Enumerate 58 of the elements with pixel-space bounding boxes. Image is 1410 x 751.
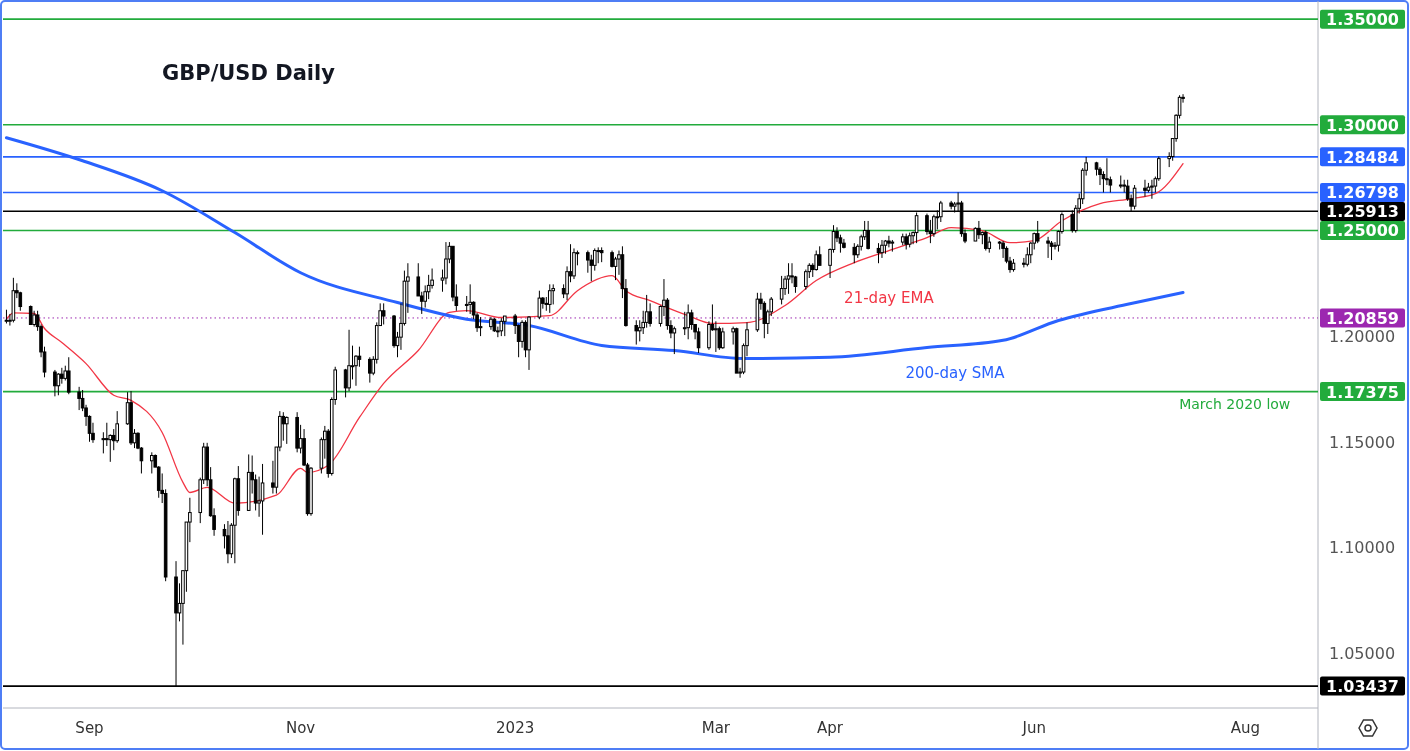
candlestick (866, 220, 870, 250)
text: GBP/USD Daily (162, 61, 336, 85)
candlestick (56, 372, 61, 396)
candlestick (589, 254, 594, 282)
y-tick-label: 1.05000 (1328, 644, 1396, 664)
x-tick-label: Mar (701, 719, 731, 737)
candlestick (696, 327, 701, 354)
candlestick (347, 329, 351, 392)
candlestick (720, 327, 725, 350)
y-tick-label: 1.20000 (1328, 327, 1396, 347)
series-label: 200-day SMA (905, 363, 1006, 382)
ref-line-label: 1.20859 (1326, 308, 1399, 328)
ref-line-label: 1.25000 (1326, 221, 1399, 241)
x-tick-label: Aug (1230, 719, 1260, 737)
x-tick-label: Apr (817, 719, 844, 737)
ref-line-label: 1.26798 (1326, 183, 1399, 203)
candlestick (714, 320, 718, 353)
y-tick-label: 1.10000 (1328, 538, 1396, 558)
candlestick (1035, 220, 1040, 244)
candlestick (105, 422, 109, 447)
candlestick (357, 346, 362, 368)
candlestick (1049, 240, 1054, 261)
candlestick (790, 262, 794, 284)
candlestick (28, 304, 33, 325)
ref-line-label: 1.17375 (1326, 382, 1399, 402)
candlestick (1150, 179, 1154, 200)
y-tick-label: 1.15000 (1328, 432, 1396, 452)
candlestick (53, 369, 57, 397)
candlestick (634, 319, 639, 346)
candlestick (686, 303, 690, 340)
candlestick (779, 275, 784, 305)
candlestick (1046, 236, 1050, 259)
candlestick (101, 431, 106, 454)
candlestick (1022, 257, 1026, 268)
candlestick (260, 463, 265, 536)
annotation: March 2020 low (1179, 395, 1291, 412)
candlestick (284, 415, 289, 445)
candlestick (343, 368, 348, 398)
candlestick (1025, 246, 1030, 267)
x-tick-label: Nov (285, 719, 316, 737)
series-label: 21-day EMA (844, 288, 935, 307)
candlestick (77, 386, 81, 411)
ref-line-label: 1.35000 (1326, 10, 1399, 30)
candlestick (672, 326, 677, 355)
ref-line-label: 1.30000 (1326, 115, 1399, 135)
candlestick (381, 302, 386, 325)
x-tick-label: Sep (75, 719, 104, 737)
candlestick (977, 220, 981, 240)
candlestick (478, 316, 483, 337)
ref-line-label: 1.25913 (1326, 202, 1399, 222)
candlestick (887, 235, 891, 248)
x-tick-label: 2023 (496, 719, 535, 737)
ref-line-label: 1.03437 (1326, 677, 1399, 697)
candlestick (689, 309, 694, 331)
ref-line-label: 1.28484 (1326, 147, 1399, 167)
candlestick (786, 262, 791, 295)
candlestick (817, 245, 822, 266)
x-tick-label: Jun (1021, 719, 1046, 737)
